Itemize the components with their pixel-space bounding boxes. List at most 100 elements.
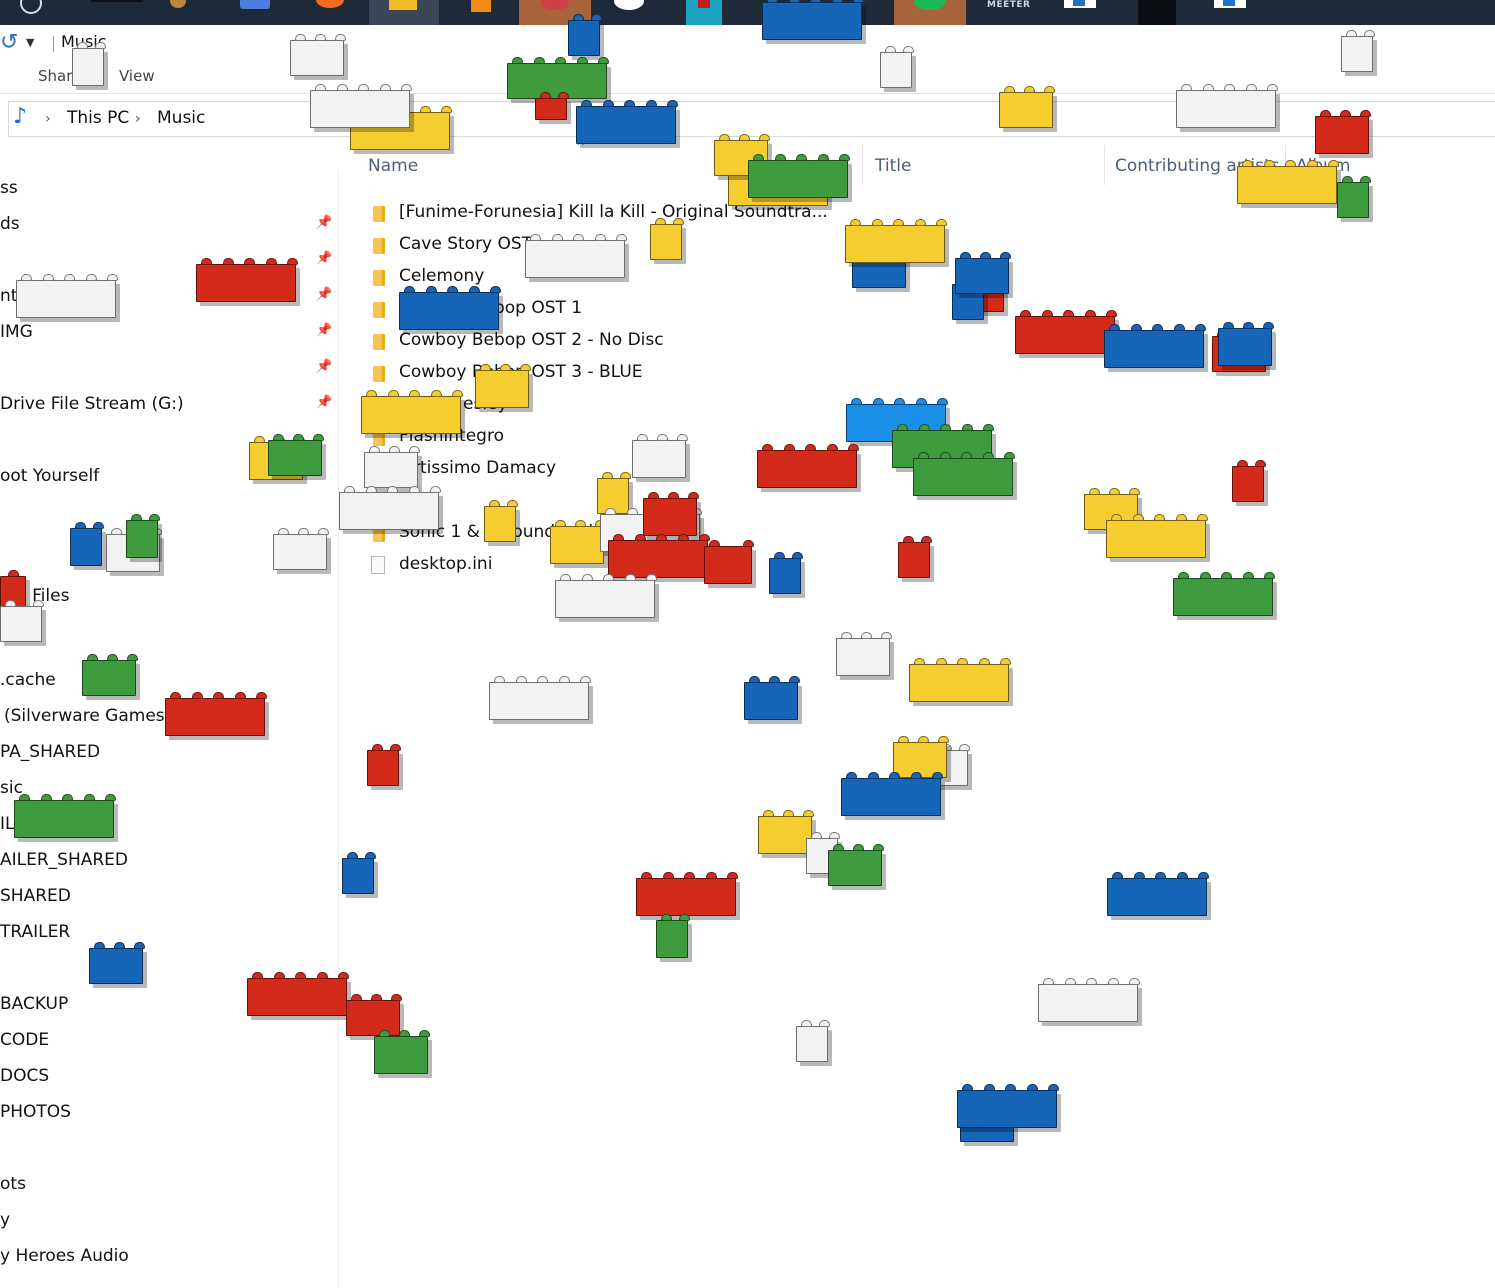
lego-stud <box>776 162 787 169</box>
folder-icon <box>373 494 385 510</box>
undo-icon[interactable]: ↺ <box>0 30 19 55</box>
pin-icon[interactable]: 📌 <box>316 251 333 266</box>
taskbar-app-spotify[interactable] <box>894 0 966 25</box>
nav-item[interactable]: PHOTOS <box>0 1102 71 1122</box>
nav-item[interactable]: SHARED <box>0 886 71 906</box>
lego-stud <box>555 57 566 64</box>
taskbar-app-search[interactable] <box>168 0 194 25</box>
lego-stud <box>408 486 420 493</box>
nav-item[interactable]: y <box>0 1210 11 1230</box>
column-header-contributing-artists[interactable]: Contributing artists <box>1115 156 1280 176</box>
column-separator[interactable] <box>1285 145 1286 185</box>
breadcrumb-this-pc[interactable]: This PC <box>67 108 130 128</box>
taskbar-app-blue[interactable] <box>240 0 274 25</box>
breadcrumb-music[interactable]: Music <box>157 108 206 128</box>
nav-item[interactable]: .cache <box>0 670 56 690</box>
lego-stud <box>857 238 868 245</box>
lego-stud <box>372 744 383 751</box>
lego-stud <box>763 810 774 817</box>
pin-icon[interactable]: 📌 <box>316 395 333 410</box>
nav-item[interactable]: ds <box>0 214 20 234</box>
nav-item[interactable]: IMG <box>0 322 33 342</box>
lego-stud <box>727 872 738 879</box>
taskbar-app-slack[interactable] <box>612 0 648 25</box>
nav-item[interactable]: oot Yourself <box>0 466 100 486</box>
pin-icon[interactable]: 📌 <box>316 215 333 230</box>
column-separator[interactable] <box>862 145 863 185</box>
nav-item[interactable]: Drive File Stream (G:) <box>0 394 184 414</box>
lego-brick <box>1104 324 1206 368</box>
nav-item[interactable]: PA_SHARED <box>0 742 101 762</box>
lego-stud <box>1199 572 1211 579</box>
lego-stud <box>918 736 929 743</box>
lego-stud <box>1181 84 1192 91</box>
lego-brick <box>970 270 1006 312</box>
column-header-title[interactable]: Title <box>875 156 912 176</box>
nav-item[interactable]: (Silverware Games) <box>4 706 172 726</box>
taskbar-app-active[interactable] <box>519 0 591 25</box>
lego-stud <box>1257 330 1268 337</box>
lego-stud <box>1152 324 1163 331</box>
nav-item[interactable]: TRAILER <box>0 922 71 942</box>
lego-stud <box>1255 460 1266 467</box>
nav-item[interactable]: ots <box>0 1174 26 1194</box>
lego-stud <box>937 398 948 405</box>
file-name: Cave Story OST <box>399 234 533 254</box>
taskbar-app-start[interactable] <box>18 0 42 25</box>
lego-brick <box>1015 310 1117 354</box>
file-name: Cowboy Bebop OST 2 - No Disc <box>399 330 664 350</box>
customize-toolbar-chevron-icon[interactable]: ▼ <box>26 36 35 49</box>
lego-brick <box>290 34 346 76</box>
lego-stud <box>338 972 349 979</box>
column-header-name[interactable]: Name <box>368 156 419 176</box>
lego-stud <box>903 536 914 543</box>
taskbar-app-window-2[interactable] <box>1062 0 1098 25</box>
lego-stud <box>805 444 816 451</box>
pin-icon[interactable]: 📌 <box>316 323 333 338</box>
lego-stud <box>533 57 545 64</box>
lego-stud <box>430 390 442 397</box>
column-header-album[interactable]: Album <box>1296 156 1351 176</box>
taskbar-app-window[interactable] <box>86 0 146 25</box>
tab-share[interactable]: Share <box>38 67 82 85</box>
lego-brick <box>367 744 401 786</box>
lego-brick <box>632 434 688 478</box>
nav-item[interactable]: nts <box>0 286 27 306</box>
file-icon <box>371 556 385 574</box>
taskbar-app-window-3[interactable] <box>1212 0 1248 25</box>
nav-item[interactable]: CODE <box>0 1030 50 1050</box>
lego-brick <box>898 536 932 578</box>
address-bar[interactable] <box>8 101 1495 137</box>
pin-icon[interactable]: 📌 <box>316 359 333 374</box>
lego-brick <box>656 914 690 958</box>
nav-item[interactable]: DOCS <box>0 1066 50 1086</box>
taskbar-meeter-label[interactable]: MEETER <box>987 0 1031 10</box>
lego-stud <box>1237 460 1248 467</box>
nav-item[interactable]: IL <box>0 814 15 834</box>
taskbar-app-explorer[interactable] <box>369 0 439 25</box>
taskbar-app-teal[interactable] <box>686 0 722 25</box>
nav-item[interactable]: y Heroes Audio <box>0 1246 129 1266</box>
taskbar-app-vlc[interactable] <box>466 0 498 25</box>
nav-item[interactable]: ss <box>0 178 18 198</box>
lego-brick <box>836 632 892 676</box>
nav-item[interactable]: l Files <box>22 586 70 606</box>
lego-stud <box>1024 86 1035 93</box>
taskbar-app-firefox[interactable] <box>314 0 348 25</box>
breadcrumb-chevron-icon[interactable]: › <box>45 111 51 127</box>
nav-item[interactable]: sic <box>0 778 23 798</box>
breadcrumb-chevron-icon[interactable]: › <box>135 111 141 127</box>
navigation-pane[interactable] <box>0 170 339 1288</box>
lego-stud <box>379 1030 390 1037</box>
taskbar-app-dark[interactable] <box>1138 0 1176 25</box>
lego-stud <box>1245 84 1257 91</box>
lego-brick <box>913 452 1015 496</box>
column-separator[interactable] <box>1104 145 1105 185</box>
lego-stud <box>826 444 838 451</box>
lego-stud <box>959 744 970 751</box>
nav-item[interactable]: AILER_SHARED <box>0 850 129 870</box>
lego-stud <box>1175 514 1187 521</box>
tab-view[interactable]: View <box>119 67 155 85</box>
pin-icon[interactable]: 📌 <box>316 287 333 302</box>
nav-item[interactable]: BACKUP <box>0 994 69 1014</box>
